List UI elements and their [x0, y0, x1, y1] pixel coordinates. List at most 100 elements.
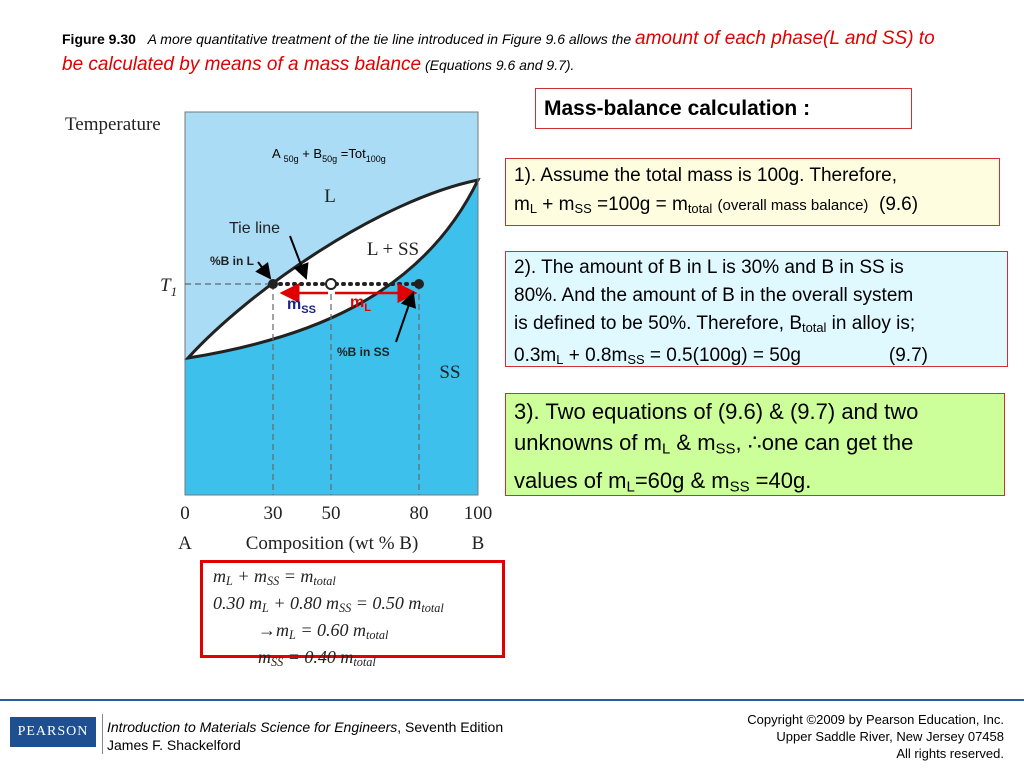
text-run: L	[364, 302, 371, 314]
text-run: (9.6)	[879, 194, 919, 215]
text-run: =40g.	[749, 467, 812, 493]
text-run: SS	[266, 574, 280, 589]
text-run: + 0.8m	[563, 345, 628, 367]
text-run: James F. Shackelford	[107, 737, 241, 753]
text-run: 80%. And the amount of B in the overall …	[514, 285, 914, 306]
text-run: L	[289, 628, 296, 643]
text-run: L	[661, 440, 671, 458]
liquid-point	[268, 279, 278, 289]
step-box: 3). Two equations of (9.6) & (9.7) and t…	[505, 393, 1005, 496]
guide-lines	[185, 283, 420, 495]
component-label: B	[472, 533, 485, 554]
x-tick-label: 0	[180, 503, 190, 524]
text-run: , Seventh Edition	[397, 719, 504, 735]
text-run: 50g	[284, 154, 299, 164]
text-run: & m	[670, 430, 716, 455]
equation: →mL = 0.60 mtotal	[213, 619, 502, 646]
phase-diagram: Temperature T1 0 30 50 80 100 A Composit…	[65, 111, 493, 554]
footer-copyright: Copyright ©2009 by Pearson Education, In…	[747, 711, 1004, 762]
equation: mSS = 0.40 mtotal	[213, 646, 502, 673]
text-run: = 0.5(100g) = 50g	[644, 345, 801, 367]
text-run: in alloy is;	[826, 313, 916, 334]
text-run: = 0.50 m	[351, 593, 422, 614]
tie-line-label: Tie line	[229, 220, 280, 237]
footer-divider	[102, 714, 103, 754]
text-run: SS	[338, 601, 352, 616]
text-run: L	[626, 478, 635, 496]
text-run: L	[556, 352, 564, 368]
text-run: total	[313, 574, 336, 589]
text-run: total	[802, 320, 827, 336]
text-run: total	[353, 655, 376, 670]
text-run: total	[421, 601, 444, 616]
x-tick-label: 100	[464, 503, 493, 524]
total-label: A 50g + B50g =Tot100g	[272, 146, 386, 164]
text-run: 0.30 m	[213, 593, 262, 614]
region-label: L + SS	[367, 239, 419, 260]
text-run: + B	[299, 146, 323, 161]
text-run: 2). The amount of B in L is 30% and B in…	[514, 257, 904, 278]
caption-text: A more quantitative treatment of the tie…	[147, 31, 632, 47]
m-l-label: mL	[350, 294, 371, 314]
publisher-logo: PEARSON	[10, 717, 96, 747]
caption-label: Figure 9.30	[62, 31, 136, 47]
text-run: total	[365, 628, 389, 643]
pointer	[255, 261, 272, 280]
title-box: Mass-balance calculation :	[535, 88, 912, 129]
text-run: 0.3m	[514, 345, 557, 367]
component-label: A	[178, 533, 192, 554]
text-run: m	[514, 194, 530, 215]
text-run: (overall mass balance)	[717, 197, 869, 214]
caption: Figure 9.30 A more quantitative treatmen…	[62, 26, 942, 78]
equation-box: mL + mSS = mtotal 0.30 mL + 0.80 mSS = 0…	[200, 560, 505, 669]
text-run: SS	[729, 478, 750, 496]
overall-point	[325, 278, 337, 290]
text-run: =Tot	[337, 146, 366, 161]
text-run: m	[213, 566, 226, 586]
text-run: =60g & m	[634, 467, 730, 493]
text-run: SS	[627, 352, 645, 368]
text-run: 1	[171, 284, 178, 299]
text-run: SS	[301, 304, 316, 316]
b-in-ss-label: %B in SS	[337, 345, 390, 359]
text-run: →m	[258, 620, 289, 641]
text-run: L	[262, 601, 269, 616]
caption-note: (Equations 9.6 and 9.7).	[425, 57, 575, 73]
text-run: All rights reserved.	[896, 746, 1004, 761]
region-label: SS	[439, 362, 460, 383]
text-run: 1). Assume the total mass is 100g. There…	[514, 165, 898, 186]
step-box: 1). Assume the total mass is 100g. There…	[505, 158, 1000, 226]
text-run: Introduction to Materials Science for En…	[107, 719, 398, 735]
step-box: 2). The amount of B in L is 30% and B in…	[505, 251, 1008, 367]
x-tick-label: 50	[322, 503, 341, 524]
text-run: A	[272, 146, 284, 161]
text-run: , ∴one can get the	[735, 430, 914, 455]
x-axis-label: Composition (wt % B)	[246, 533, 419, 554]
m-ss-label: mSS	[287, 296, 316, 316]
x-tick-label: 30	[264, 503, 283, 524]
text-run: m	[287, 296, 301, 313]
text-run: + 0.80 m	[268, 593, 339, 614]
equation: mL + mSS = mtotal	[213, 565, 502, 592]
text-run: L	[529, 201, 538, 217]
pointer	[395, 291, 416, 343]
text-run: Copyright ©2009 by Pearson Education, In…	[747, 712, 1004, 727]
text-run: T	[160, 275, 172, 296]
text-run: 50g	[322, 154, 337, 164]
text-run: is defined to be 50%. Therefore, B	[514, 313, 802, 334]
text-run: L	[226, 574, 233, 589]
text-run: = m	[279, 566, 314, 586]
text-run: Upper Saddle River, New Jersey 07458	[776, 729, 1004, 744]
text-run: total	[687, 201, 713, 217]
text-run: (9.7)	[888, 345, 928, 367]
footer-book: Introduction to Materials Science for En…	[107, 718, 503, 754]
text-run: + m	[537, 194, 575, 215]
pointer	[289, 235, 309, 280]
text-run: + m	[232, 566, 267, 586]
text-run: SS	[715, 440, 736, 458]
text-run: values of m	[514, 467, 627, 493]
text-run: SS	[574, 201, 592, 217]
x-tick-label: 80	[410, 503, 429, 524]
region-label: L	[324, 186, 336, 207]
